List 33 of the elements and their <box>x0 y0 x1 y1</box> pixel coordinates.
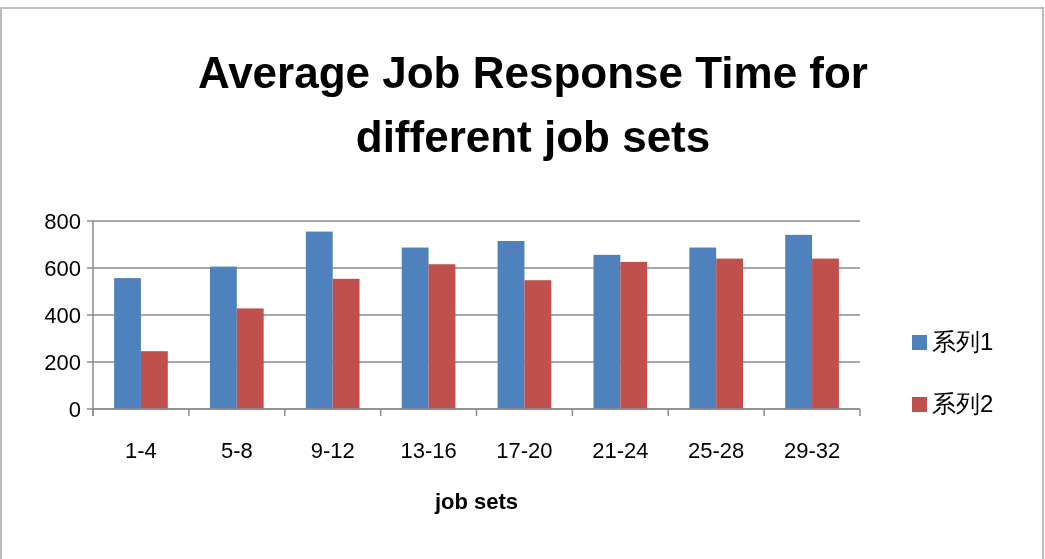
x-tick-label: 21-24 <box>592 438 649 463</box>
x-tick-label: 25-28 <box>688 438 745 463</box>
bar <box>401 247 429 409</box>
x-tick-label: 9-12 <box>310 438 355 463</box>
bar <box>689 247 717 409</box>
x-tick-label: 13-16 <box>400 438 457 463</box>
y-tick-label: 0 <box>68 397 81 422</box>
bar <box>236 308 264 409</box>
bar <box>716 258 744 409</box>
bar <box>305 231 333 409</box>
x-tick-label: 17-20 <box>496 438 553 463</box>
x-tick-label: 29-32 <box>783 438 841 463</box>
y-tick-label: 800 <box>44 209 81 234</box>
bar <box>812 258 839 409</box>
bar <box>524 280 552 409</box>
bar <box>497 240 525 409</box>
bar <box>620 261 648 409</box>
bar <box>593 254 621 409</box>
bar <box>332 278 360 409</box>
legend-label: 系列2 <box>932 390 994 417</box>
bar <box>428 264 456 409</box>
y-tick-label: 600 <box>44 256 81 281</box>
bar <box>785 234 813 409</box>
legend-label: 系列1 <box>932 328 994 355</box>
bar <box>140 351 168 409</box>
chart-title: Average Job Response Time for different job sets <box>198 48 868 161</box>
bar <box>114 278 141 409</box>
y-tick-label: 200 <box>44 350 81 375</box>
x-axis-title: job sets <box>433 489 519 514</box>
x-tick-label: 5-8 <box>220 438 253 463</box>
bar <box>209 266 237 409</box>
x-tick-label: 1-4 <box>125 438 157 463</box>
y-tick-label: 400 <box>44 303 81 328</box>
